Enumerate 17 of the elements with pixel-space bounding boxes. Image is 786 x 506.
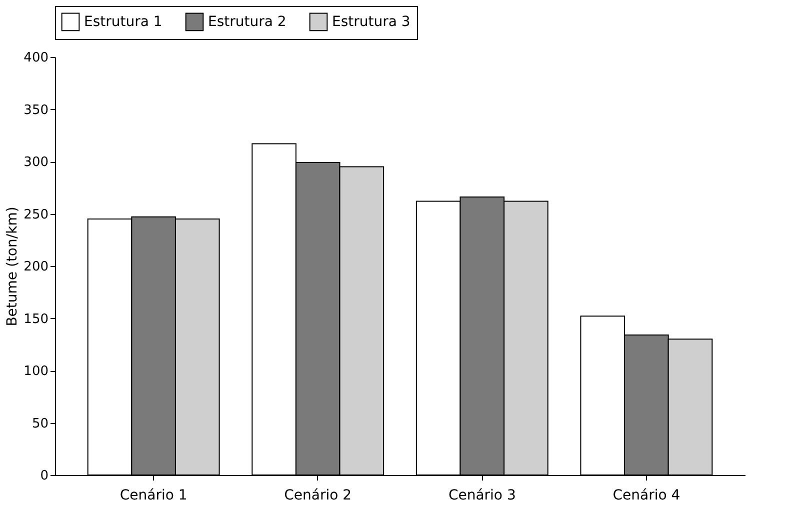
- y-axis-title: Betume (ton/km): [4, 206, 21, 326]
- x-tick-label: Cenário 3: [448, 488, 516, 504]
- y-tick-label: 200: [24, 260, 48, 274]
- y-tick-label: 150: [24, 312, 48, 327]
- y-tick-label: 400: [24, 50, 48, 66]
- x-tick-label: Cenário 1: [120, 488, 188, 504]
- x-tick-label: Cenário 4: [612, 488, 680, 504]
- legend-label: Estrutura 3: [332, 14, 410, 30]
- legend-label: Estrutura 2: [208, 14, 286, 30]
- y-tick-label: 300: [24, 155, 48, 170]
- y-tick-label: 100: [24, 364, 48, 379]
- legend-label: Estrutura 1: [84, 14, 162, 30]
- y-tick-label: 50: [32, 416, 48, 432]
- y-tick-label: 350: [24, 102, 48, 118]
- y-tick-label: 0: [40, 468, 48, 484]
- x-tick-label: Cenário 2: [284, 488, 352, 504]
- y-tick-label: 250: [24, 207, 48, 222]
